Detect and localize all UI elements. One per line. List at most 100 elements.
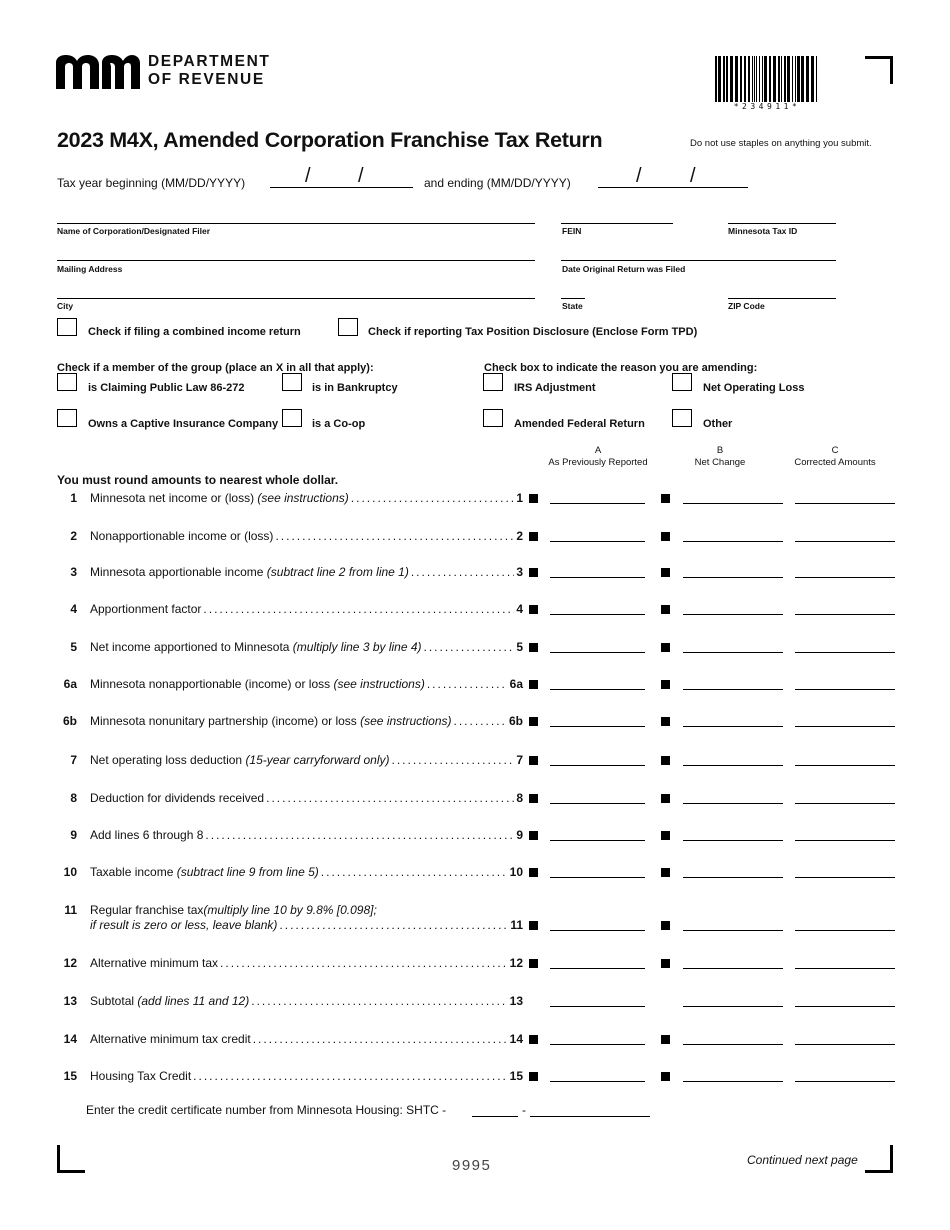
- line-15-column-a-input[interactable]: [550, 1081, 645, 1082]
- combined-return-checkbox[interactable]: [57, 318, 77, 336]
- tpd-checkbox[interactable]: [338, 318, 358, 336]
- line-number: 5: [70, 640, 77, 654]
- line-description: Alternative minimum tax.................…: [90, 956, 523, 970]
- fein-field[interactable]: [561, 223, 673, 224]
- line-8-column-a-input[interactable]: [550, 803, 645, 804]
- column-b-header: B Net Change: [660, 445, 780, 469]
- line-6a-column-c-input[interactable]: [795, 689, 895, 690]
- city-field[interactable]: [57, 298, 535, 299]
- line-14-column-c-input[interactable]: [795, 1044, 895, 1045]
- other-label: Other: [703, 418, 733, 430]
- required-marker-icon: [529, 831, 538, 840]
- line-6b-column-b-input[interactable]: [683, 726, 783, 727]
- line-6b-column-a-input[interactable]: [550, 726, 645, 727]
- line-6b-column-c-input[interactable]: [795, 726, 895, 727]
- line-item-13: 13 Subtotal (add lines 11 and 12)........…: [57, 994, 537, 1010]
- line-8-column-c-input[interactable]: [795, 803, 895, 804]
- name-field[interactable]: [57, 223, 535, 224]
- line-5-column-a-input[interactable]: [550, 652, 645, 653]
- barcode-bar: [764, 56, 767, 102]
- shtc-part2-input[interactable]: [530, 1116, 650, 1117]
- line-15-column-b-input[interactable]: [683, 1081, 783, 1082]
- line-14-column-a-input[interactable]: [550, 1044, 645, 1045]
- required-marker-icon: [529, 605, 538, 614]
- line-4-column-c-input[interactable]: [795, 614, 895, 615]
- line-3-column-b-input[interactable]: [683, 577, 783, 578]
- tax-year-beginning-input[interactable]: / /: [270, 165, 413, 188]
- barcode-bar: [718, 56, 721, 102]
- line-item-5: 5 Net income apportioned to Minnesota (mu…: [57, 640, 537, 656]
- line-12-column-b-input[interactable]: [683, 968, 783, 969]
- irs-adjustment-label: IRS Adjustment: [514, 382, 596, 394]
- line-2-column-b-input[interactable]: [683, 541, 783, 542]
- line-10-column-a-input[interactable]: [550, 877, 645, 878]
- line-11-column-b-input[interactable]: [683, 930, 783, 931]
- line-3-column-a-input[interactable]: [550, 577, 645, 578]
- barcode-bar: [756, 56, 757, 102]
- required-marker-icon: [661, 680, 670, 689]
- line-1-column-a-input[interactable]: [550, 503, 645, 504]
- line-2-column-c-input[interactable]: [795, 541, 895, 542]
- line-6a-column-b-input[interactable]: [683, 689, 783, 690]
- line-12-column-a-input[interactable]: [550, 968, 645, 969]
- state-field[interactable]: [561, 298, 585, 299]
- line-11-column-a-input[interactable]: [550, 930, 645, 931]
- line-description: Taxable income (subtract line 9 from lin…: [90, 865, 523, 879]
- date-original-field[interactable]: [561, 260, 836, 261]
- line-11-column-c-input[interactable]: [795, 930, 895, 931]
- nol-checkbox[interactable]: [672, 373, 692, 391]
- coop-checkbox[interactable]: [282, 409, 302, 427]
- line-9-column-c-input[interactable]: [795, 840, 895, 841]
- line-10-column-b-input[interactable]: [683, 877, 783, 878]
- barcode-bar: [797, 56, 800, 102]
- line-3-column-c-input[interactable]: [795, 577, 895, 578]
- required-marker-icon: [529, 1072, 538, 1081]
- barcode: [715, 56, 817, 102]
- line-13-column-b-input[interactable]: [683, 1006, 783, 1007]
- line-4-column-a-input[interactable]: [550, 614, 645, 615]
- line-1-column-c-input[interactable]: [795, 503, 895, 504]
- line-9-column-b-input[interactable]: [683, 840, 783, 841]
- line-7-column-b-input[interactable]: [683, 765, 783, 766]
- line-4-column-b-input[interactable]: [683, 614, 783, 615]
- line-number: 4: [70, 602, 77, 616]
- barcode-bar: [781, 56, 782, 102]
- line-item-10: 10 Taxable income (subtract line 9 from l…: [57, 865, 537, 881]
- line-item-4: 4 Apportionment factor...................…: [57, 602, 537, 618]
- line-5-column-b-input[interactable]: [683, 652, 783, 653]
- line-7-column-a-input[interactable]: [550, 765, 645, 766]
- line-5-column-c-input[interactable]: [795, 652, 895, 653]
- mn-tax-id-field[interactable]: [728, 223, 836, 224]
- column-a-header: A As Previously Reported: [538, 445, 658, 469]
- dot-leader: ........................................…: [220, 956, 508, 970]
- line-2-column-a-input[interactable]: [550, 541, 645, 542]
- captive-insurance-checkbox[interactable]: [57, 409, 77, 427]
- line-15-column-c-input[interactable]: [795, 1081, 895, 1082]
- shtc-part1-input[interactable]: [472, 1116, 518, 1117]
- name-label: Name of Corporation/Designated Filer: [57, 226, 211, 236]
- line-1-column-b-input[interactable]: [683, 503, 783, 504]
- line-7-column-c-input[interactable]: [795, 765, 895, 766]
- line-12-column-c-input[interactable]: [795, 968, 895, 969]
- line-number: 12: [63, 956, 77, 970]
- zip-field[interactable]: [728, 298, 836, 299]
- irs-adjustment-checkbox[interactable]: [483, 373, 503, 391]
- line-item-3: 3 Minnesota apportionable income (subtrac…: [57, 565, 537, 581]
- barcode-bar: [715, 56, 717, 102]
- bankruptcy-checkbox[interactable]: [282, 373, 302, 391]
- other-checkbox[interactable]: [672, 409, 692, 427]
- line-13-column-a-input[interactable]: [550, 1006, 645, 1007]
- line-14-column-b-input[interactable]: [683, 1044, 783, 1045]
- dot-leader: ........................................…: [266, 791, 514, 805]
- line-6a-column-a-input[interactable]: [550, 689, 645, 690]
- public-law-checkbox[interactable]: [57, 373, 77, 391]
- tax-year-ending-input[interactable]: / /: [598, 165, 748, 188]
- mailing-address-field[interactable]: [57, 260, 535, 261]
- column-letter: B: [716, 445, 724, 456]
- required-marker-icon: [529, 868, 538, 877]
- line-9-column-a-input[interactable]: [550, 840, 645, 841]
- line-10-column-c-input[interactable]: [795, 877, 895, 878]
- line-13-column-c-input[interactable]: [795, 1006, 895, 1007]
- amended-federal-checkbox[interactable]: [483, 409, 503, 427]
- line-8-column-b-input[interactable]: [683, 803, 783, 804]
